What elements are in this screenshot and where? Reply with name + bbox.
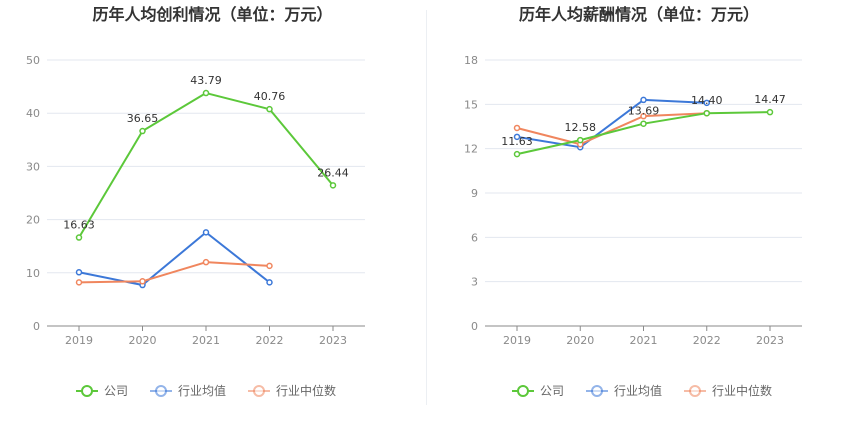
y-tick-label: 50 xyxy=(26,54,40,67)
chart-title: 历年人均创利情况（单位：万元） xyxy=(92,5,332,24)
data-point xyxy=(329,182,337,189)
series-line-2 xyxy=(516,112,707,146)
chart-title: 历年人均薪酬情况（单位：万元） xyxy=(519,5,759,24)
data-label: 14.47 xyxy=(754,93,786,106)
data-label: 13.69 xyxy=(628,105,660,118)
data-point xyxy=(640,112,647,120)
chart-panel-salary-per-capita: 历年人均薪酬情况（单位：万元） 0 3 6 9 12 15 18 2019 2020 2021 202… xyxy=(428,0,850,437)
y-tick-label: 0 xyxy=(471,320,478,333)
chart-panel-profit-per-capita: 历年人均创利情况（单位：万元） 0 10 20 30 40 50 2019 2020 2021 20… xyxy=(26,5,365,398)
series-line-2 xyxy=(78,261,270,284)
data-point xyxy=(513,133,521,141)
data-point xyxy=(703,99,710,107)
x-tick-label: 2021 xyxy=(630,334,658,347)
y-tick-label: 9 xyxy=(471,187,478,200)
y-tick-label: 18 xyxy=(464,54,478,67)
y-tick-label: 10 xyxy=(26,267,40,280)
y-tick-label: 40 xyxy=(26,107,40,120)
legend-label: 行业均值 xyxy=(614,383,662,398)
x-tick-label: 2022 xyxy=(256,334,284,347)
legend-marker-icon xyxy=(155,385,167,397)
series-line-0 xyxy=(78,92,334,239)
legend-marker-icon xyxy=(689,385,701,397)
data-point xyxy=(75,234,83,241)
x-tick-label: 2022 xyxy=(693,334,721,347)
legend-marker-icon xyxy=(81,385,93,397)
data-point xyxy=(139,127,146,135)
data-point xyxy=(202,89,210,97)
x-tick-label: 2019 xyxy=(503,334,531,347)
data-point xyxy=(75,279,83,286)
data-point xyxy=(766,108,774,116)
x-tick-label: 2020 xyxy=(566,334,594,347)
data-point xyxy=(513,124,521,132)
data-label: 26.44 xyxy=(317,166,349,179)
data-point xyxy=(266,279,273,286)
x-tick-label: 2023 xyxy=(756,334,784,347)
legend-marker-icon xyxy=(253,385,265,397)
legend-label: 行业中位数 xyxy=(276,383,336,398)
legend-label: 行业均值 xyxy=(178,383,226,398)
data-point xyxy=(202,258,210,266)
x-tick-label: 2021 xyxy=(192,334,220,347)
y-tick-label: 15 xyxy=(464,98,478,111)
data-point xyxy=(139,278,146,285)
x-tick-label: 2023 xyxy=(319,334,347,347)
chart-profit-per-capita: 历年人均创利情况（单位：万元） 0 10 20 30 40 50 2019 2020 2021 20… xyxy=(26,5,365,398)
data-point xyxy=(202,229,210,236)
data-point xyxy=(266,105,273,113)
series-line-1 xyxy=(78,231,271,287)
chart-salary-per-capita: 历年人均薪酬情况（单位：万元） 0 3 6 9 12 15 18 2019 2020 2021 202… xyxy=(464,5,802,398)
data-point xyxy=(266,262,273,270)
data-label: 16.63 xyxy=(63,219,95,232)
legend-label: 行业中位数 xyxy=(712,383,772,398)
legend-marker-icon xyxy=(517,385,529,397)
x-tick-label: 2020 xyxy=(129,334,157,347)
x-tick-label: 2019 xyxy=(65,334,93,347)
data-point xyxy=(703,109,710,117)
series-line-1 xyxy=(516,98,707,149)
data-label: 11.63 xyxy=(501,135,533,148)
data-label: 40.76 xyxy=(254,90,286,103)
y-tick-label: 20 xyxy=(26,214,40,227)
legend-marker-icon xyxy=(591,385,603,397)
data-label: 14.40 xyxy=(691,94,723,107)
data-label: 12.58 xyxy=(565,121,597,134)
data-point xyxy=(640,120,647,127)
y-tick-label: 12 xyxy=(464,143,478,156)
data-point xyxy=(640,96,647,104)
legend-label: 公司 xyxy=(540,384,564,398)
y-tick-label: 0 xyxy=(33,320,40,333)
data-point xyxy=(513,150,521,158)
data-point xyxy=(577,136,584,144)
data-label: 43.79 xyxy=(190,74,222,87)
panel-divider xyxy=(426,10,427,405)
y-tick-label: 3 xyxy=(471,276,478,289)
data-label: 36.65 xyxy=(127,112,159,125)
legend-label: 公司 xyxy=(104,384,128,398)
y-tick-label: 6 xyxy=(471,231,478,244)
y-tick-label: 30 xyxy=(26,160,40,173)
data-point xyxy=(75,269,83,276)
